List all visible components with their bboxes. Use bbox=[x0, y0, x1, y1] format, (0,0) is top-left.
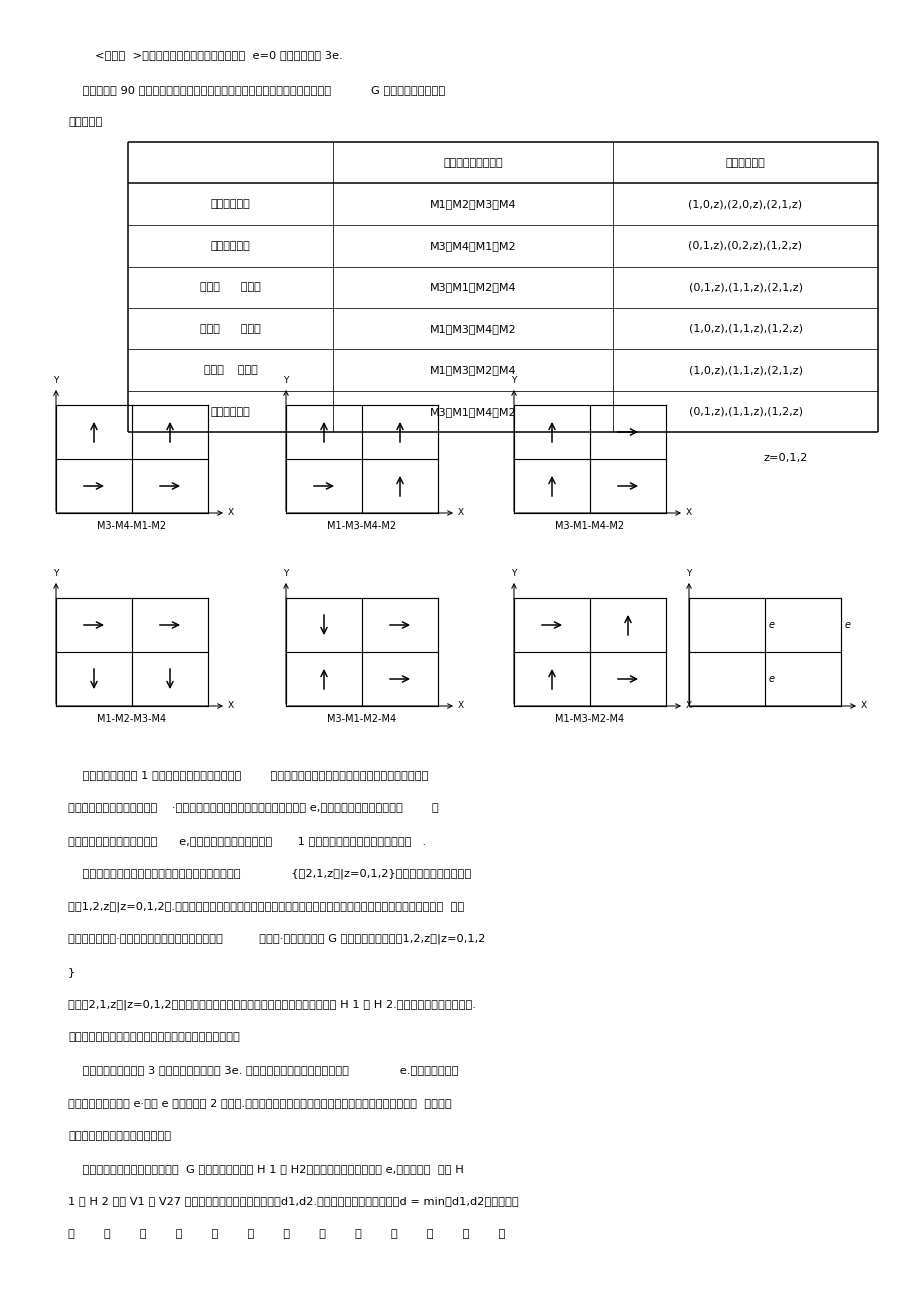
Text: M3－M4－M1－M2: M3－M4－M1－M2 bbox=[429, 241, 516, 250]
Text: e: e bbox=[768, 674, 774, 684]
Text: M3-M1-M4-M2: M3-M1-M4-M2 bbox=[555, 521, 624, 532]
Text: 和｛（2,1,z）|z=0,1,2｝及与之相关联的入弧，就形成两个新的网络图，如图 H 1 和 H 2.这两个网络图具有互补性.: 和｛（2,1,z）|z=0,1,2｝及与之相关联的入弧，就形成两个新的网络图，如… bbox=[68, 999, 475, 1010]
Text: M1－M3－M2－M4: M1－M3－M2－M4 bbox=[429, 365, 516, 375]
Text: 其待切弧上的权增加 e·增加 e 的情况如图 2 中所示.再来判断是否满足调整垂直刀具为二次、一次时的情况，  我们发现: 其待切弧上的权增加 e·增加 e 的情况如图 2 中所示.再来判断是否满足调整垂… bbox=[68, 1098, 451, 1108]
Text: 有向路必经点: 有向路必经点 bbox=[725, 158, 765, 168]
Text: X: X bbox=[686, 508, 691, 517]
Text: Y: Y bbox=[686, 569, 691, 579]
Text: e: e bbox=[844, 620, 850, 629]
Text: Y: Y bbox=[53, 569, 59, 579]
Text: 情况二      （二）: 情况二 （二） bbox=[200, 323, 261, 334]
Text: (0,1,z),(1,1,z),(1,2,z): (0,1,z),(1,1,z),(1,2,z) bbox=[687, 407, 801, 417]
Text: X: X bbox=[228, 701, 233, 710]
Text: 情况二      （一）: 情况二 （一） bbox=[200, 283, 261, 292]
Text: 对于一个问题来说，最短路线必存在于它们中的某一个中: 对于一个问题来说，最短路线必存在于它们中的某一个中 bbox=[68, 1032, 240, 1042]
Text: z=0,1,2: z=0,1,2 bbox=[763, 452, 807, 463]
Text: X: X bbox=[860, 701, 867, 710]
Text: Y: Y bbox=[511, 569, 516, 579]
Text: 些边是多种切割序列所公用的    ·对于某一种切割序列，需要在此边上增加权 e,但对于另外一种切割序列，        就: 些边是多种切割序列所公用的 ·对于某一种切割序列，需要在此边上增加权 e,但对于… bbox=[68, 803, 438, 813]
Text: 由于调整垂直刀具为 3 次时，总费用需增加 3e. 故我们先安排这种情况的权增加值              e.每次转刀时，给: 由于调整垂直刀具为 3 次时，总费用需增加 3e. 故我们先安排这种情况的权增加… bbox=[68, 1065, 458, 1075]
Text: <情况三  >切割面是两两相互垂直，总费用比  e=0 时的费用增加 3e.: <情况三 >切割面是两两相互垂直，总费用比 e=0 时的费用增加 3e. bbox=[95, 50, 342, 60]
Text: 情况一（一）: 情况一（一） bbox=[210, 199, 250, 210]
Text: (1,0,z),(2,0,z),(2,1,z): (1,0,z),(2,0,z),(2,1,z) bbox=[687, 199, 801, 210]
Text: (1,0,z),(1,1,z),(2,1,z): (1,0,z),(1,1,z),(2,1,z) bbox=[687, 365, 801, 375]
Text: Y: Y bbox=[283, 569, 289, 579]
Text: M1-M3-M2-M4: M1-M3-M2-M4 bbox=[555, 714, 624, 724]
Text: M3－M1－M4－M2: M3－M1－M4－M2 bbox=[429, 407, 516, 417]
Text: 垂直切割面排列情形: 垂直切割面排列情形 bbox=[443, 158, 503, 168]
Text: X: X bbox=[228, 508, 233, 517]
Text: M1-M2-M3-M4: M1-M2-M3-M4 bbox=[97, 714, 166, 724]
Text: M3-M1-M2-M4: M3-M1-M2-M4 bbox=[327, 714, 396, 724]
Text: 由上表可以看出，三种情况的情形（一）有公共点集              {（2,1,z）|z=0,1,2}，情形（二）有公共点集: 由上表可以看出，三种情况的情形（一）有公共点集 {（2,1,z）|z=0,1,2… bbox=[68, 868, 471, 880]
Text: Y: Y bbox=[53, 377, 59, 384]
Text: Y: Y bbox=[511, 377, 516, 384]
Text: X: X bbox=[458, 701, 463, 710]
Text: 所增加的权满足另外两类切割序列: 所增加的权满足另外两类切割序列 bbox=[68, 1131, 171, 1141]
Text: M1－M2－M3－M4: M1－M2－M3－M4 bbox=[429, 199, 516, 210]
Text: (1,0,z),(1,1,z),(1,2,z): (1,0,z),(1,1,z),(1,2,z) bbox=[687, 323, 801, 334]
Text: X: X bbox=[686, 701, 691, 710]
Text: 有可能不需要在此边上增加权      e,这样我们就不能直接利用图       1 的网络图进行边加权来求最短路径   .: 有可能不需要在此边上增加权 e,这样我们就不能直接利用图 1 的网络图进行边加权… bbox=[68, 835, 425, 846]
Text: e: e bbox=[768, 620, 774, 629]
Text: 割        序        列        即        为        其        对        应        的       : 割 序 列 即 为 其 对 应 的 bbox=[68, 1229, 505, 1239]
Text: M1－M3－M4－M2: M1－M3－M4－M2 bbox=[429, 323, 516, 334]
Text: 我们希望通过在图 1 的网络图中的某些边上增加权        ，来进行调刀费用增加的计算，但由于网络图中的某: 我们希望通过在图 1 的网络图中的某些边上增加权 ，来进行调刀费用增加的计算，但… bbox=[68, 770, 428, 780]
Text: 情况三    （一）: 情况三 （一） bbox=[203, 365, 257, 375]
Text: X: X bbox=[458, 508, 463, 517]
Text: 一）的公共点集·所以可判断出这两部分是独立的、          互补的·如果我们在图 G 中分别去掉点集｛（1,2,z）|z=0,1,2: 一）的公共点集·所以可判断出这两部分是独立的、 互补的·如果我们在图 G 中分别… bbox=[68, 934, 485, 945]
Text: (0,1,z),(1,1,z),(2,1,z): (0,1,z),(1,1,z),(2,1,z) bbox=[687, 283, 801, 292]
Text: 点如下表：: 点如下表： bbox=[68, 117, 102, 126]
Text: M1-M3-M4-M2: M1-M3-M4-M2 bbox=[327, 521, 396, 532]
Text: Y: Y bbox=[283, 377, 289, 384]
Text: }: } bbox=[68, 967, 75, 977]
Text: (0,1,z),(0,2,z),(1,2,z): (0,1,z),(0,2,z),(1,2,z) bbox=[687, 241, 801, 250]
Text: 在所考虑的 90 种切割序列中，上述三种情况下垂直切割面的排列情形，及在图           G 中对应有向路的必经: 在所考虑的 90 种切割序列中，上述三种情况下垂直切割面的排列情形，及在图 G … bbox=[68, 85, 445, 95]
Text: 1 和 H 2 中从 V1 到 V27 的最短路，最短路的权分别为：d1,d2.则得出整体的最少费用为：d = min（d1,d2），最优切: 1 和 H 2 中从 V1 到 V27 的最短路，最短路的权分别为：d1,d2.… bbox=[68, 1196, 518, 1207]
Text: 综合上述分析，我们将原网络图  G 分解为两个网络图 H 1 和 H2，并在指定边上的权增加 e,然后分别求  出图 H: 综合上述分析，我们将原网络图 G 分解为两个网络图 H 1 和 H2，并在指定边… bbox=[68, 1164, 463, 1174]
Text: ｛（1,2,z）|z=0,1,2｝.且情形（一）的有向路决不通过情形（二）的公共点集，情形（二）的有向路也不通过情  形（: ｛（1,2,z）|z=0,1,2｝.且情形（一）的有向路决不通过情形（二）的公共… bbox=[68, 902, 464, 912]
Text: M3－M1－M2－M4: M3－M1－M2－M4 bbox=[429, 283, 516, 292]
Text: 情况一（二）: 情况一（二） bbox=[210, 241, 250, 250]
Text: 情况三（二）: 情况三（二） bbox=[210, 407, 250, 417]
Text: M3-M4-M1-M2: M3-M4-M1-M2 bbox=[97, 521, 166, 532]
